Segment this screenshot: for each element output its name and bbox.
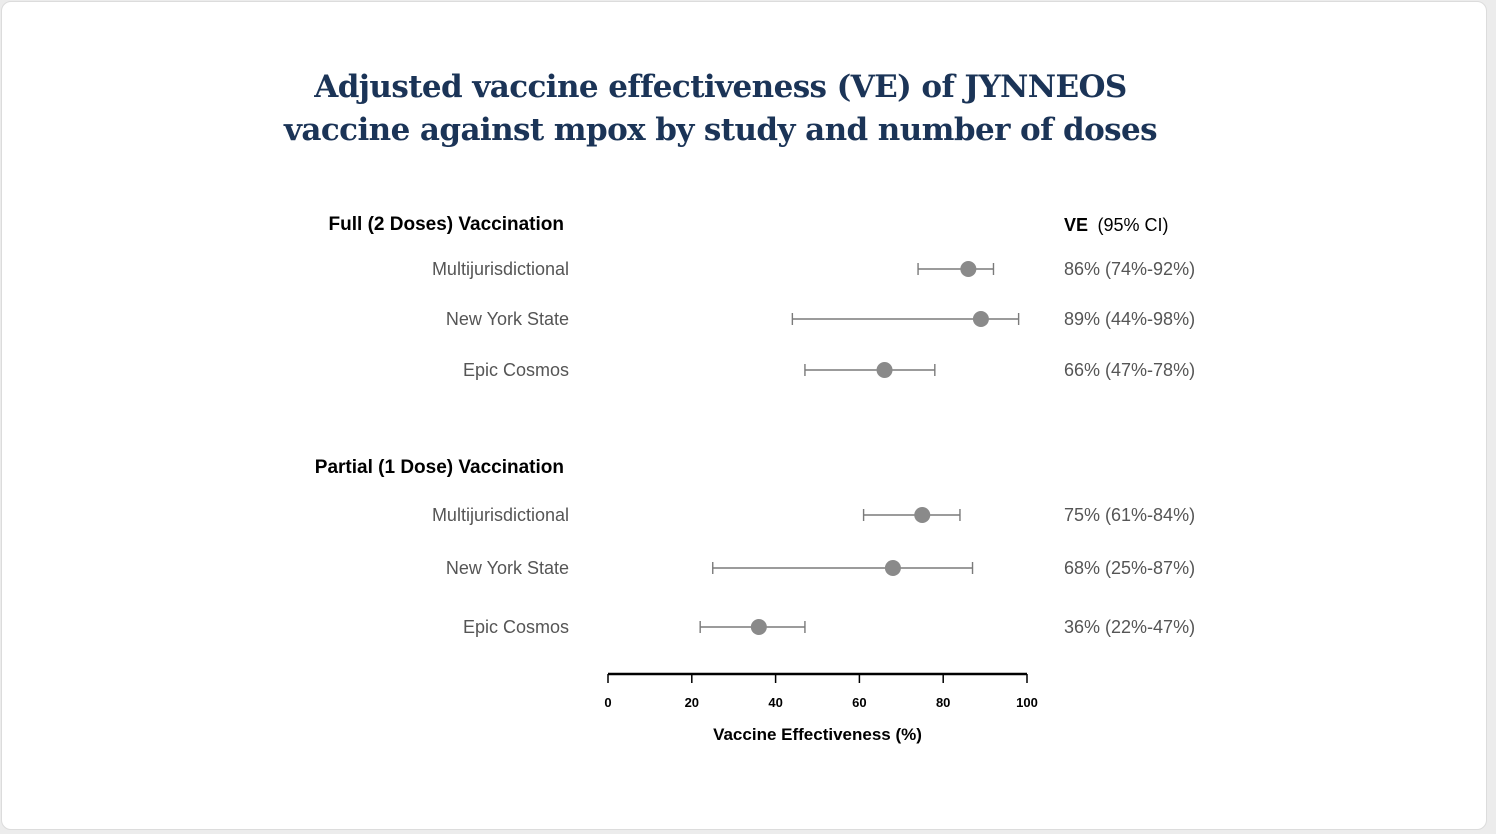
study-label: Epic Cosmos <box>463 617 569 637</box>
x-axis: 0 20 40 60 80 100 Vaccine Effectiveness (%) <box>604 672 1038 744</box>
ve-point-marker <box>750 619 767 635</box>
ve-point-marker <box>884 560 901 576</box>
forest-group: Partial (1 Dose) Vaccination Multijurisdi… <box>315 457 1195 637</box>
ve-point-marker <box>960 261 977 277</box>
forest-row: Multijurisdictional 86% (74%-92%) <box>432 259 1195 279</box>
study-label: Epic Cosmos <box>463 360 569 380</box>
forest-row: New York State 89% (44%-98%) <box>446 309 1195 329</box>
study-label: Multijurisdictional <box>432 259 569 279</box>
study-label: Multijurisdictional <box>432 505 569 525</box>
forest-group: Full (2 Doses) Vaccination Multijurisdict… <box>329 214 1196 380</box>
forest-rows: Full (2 Doses) Vaccination Multijurisdict… <box>315 214 1195 637</box>
ve-value-label: 75% (61%-84%) <box>1064 505 1195 525</box>
chart-title-line-2: vaccine against mpox by study and number… <box>284 112 1158 148</box>
x-tick-label: 100 <box>1016 695 1038 710</box>
ve-value-label: 66% (47%-78%) <box>1064 360 1195 380</box>
chart-title: Adjusted vaccine effectiveness (VE) of J… <box>2 66 1439 152</box>
ve-point-marker <box>914 507 931 523</box>
ve-value-label: 36% (22%-47%) <box>1064 617 1195 637</box>
ve-column-header: VE (95% CI) <box>1064 215 1168 235</box>
ve-header-ci: (95% CI) <box>1097 215 1168 235</box>
x-tick-label: 60 <box>852 695 866 710</box>
forest-row: Multijurisdictional 75% (61%-84%) <box>432 505 1195 525</box>
group-label: Partial (1 Dose) Vaccination <box>315 457 564 478</box>
ve-value-label: 89% (44%-98%) <box>1064 309 1195 329</box>
x-tick-label: 0 <box>604 695 611 710</box>
ve-value-label: 86% (74%-92%) <box>1064 259 1195 279</box>
x-tick-label: 20 <box>685 695 699 710</box>
study-label: New York State <box>446 558 569 578</box>
forest-row: Epic Cosmos 36% (22%-47%) <box>463 617 1195 637</box>
forest-row: Epic Cosmos 66% (47%-78%) <box>463 360 1195 380</box>
ve-header-bold: VE <box>1064 215 1088 235</box>
x-tick-label: 40 <box>768 695 782 710</box>
group-label: Full (2 Doses) Vaccination <box>329 214 564 235</box>
chart-title-line-1: Adjusted vaccine effectiveness (VE) of J… <box>314 69 1127 105</box>
x-tick-label: 80 <box>936 695 950 710</box>
ve-point-marker <box>972 311 989 327</box>
ve-value-label: 68% (25%-87%) <box>1064 558 1195 578</box>
forest-row: New York State 68% (25%-87%) <box>446 558 1195 578</box>
ve-point-marker <box>876 362 893 378</box>
study-label: New York State <box>446 309 569 329</box>
x-axis-title: Vaccine Effectiveness (%) <box>713 725 922 744</box>
